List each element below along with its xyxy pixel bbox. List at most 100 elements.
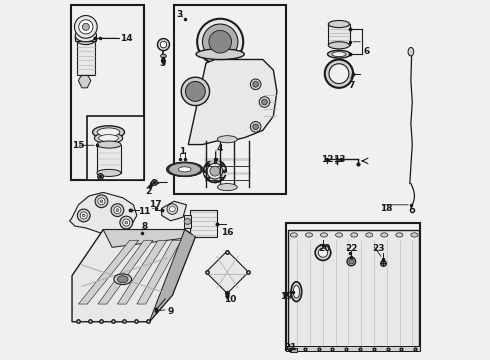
Ellipse shape bbox=[98, 198, 105, 205]
Polygon shape bbox=[149, 230, 196, 322]
Ellipse shape bbox=[253, 81, 258, 87]
Bar bbox=[328, 24, 349, 45]
Text: 2: 2 bbox=[145, 187, 151, 196]
Ellipse shape bbox=[97, 141, 121, 148]
Ellipse shape bbox=[209, 31, 232, 53]
Ellipse shape bbox=[95, 133, 122, 144]
Ellipse shape bbox=[329, 64, 349, 84]
Ellipse shape bbox=[77, 209, 90, 222]
Ellipse shape bbox=[167, 204, 178, 215]
Ellipse shape bbox=[293, 285, 299, 298]
Text: 11: 11 bbox=[138, 207, 150, 216]
Ellipse shape bbox=[328, 21, 349, 28]
Text: 21: 21 bbox=[284, 343, 296, 352]
Text: 1: 1 bbox=[179, 147, 186, 156]
Polygon shape bbox=[98, 240, 153, 304]
Polygon shape bbox=[137, 240, 181, 304]
Ellipse shape bbox=[169, 163, 201, 176]
Ellipse shape bbox=[170, 206, 175, 212]
Bar bbox=[76, 40, 96, 76]
Bar bbox=[179, 10, 280, 191]
Ellipse shape bbox=[381, 233, 388, 237]
Ellipse shape bbox=[332, 52, 346, 57]
Ellipse shape bbox=[291, 233, 297, 237]
Text: 12: 12 bbox=[321, 155, 334, 164]
Bar bbox=[190, 210, 217, 237]
Text: 17: 17 bbox=[149, 199, 162, 208]
Ellipse shape bbox=[169, 163, 201, 176]
Ellipse shape bbox=[118, 276, 128, 283]
Ellipse shape bbox=[168, 163, 202, 176]
Text: 18: 18 bbox=[380, 204, 393, 213]
Text: 3: 3 bbox=[176, 10, 183, 19]
Ellipse shape bbox=[95, 195, 108, 208]
Ellipse shape bbox=[167, 162, 203, 177]
Ellipse shape bbox=[125, 221, 128, 224]
Polygon shape bbox=[118, 240, 167, 304]
Ellipse shape bbox=[408, 48, 414, 56]
Ellipse shape bbox=[218, 136, 237, 143]
Ellipse shape bbox=[349, 259, 354, 264]
Ellipse shape bbox=[97, 128, 120, 136]
Polygon shape bbox=[103, 230, 196, 247]
Ellipse shape bbox=[210, 166, 220, 176]
Ellipse shape bbox=[100, 200, 103, 203]
Text: 19: 19 bbox=[280, 292, 293, 301]
Bar bbox=[75, 35, 97, 41]
Ellipse shape bbox=[82, 214, 85, 217]
Polygon shape bbox=[78, 76, 91, 88]
Ellipse shape bbox=[396, 233, 403, 237]
Ellipse shape bbox=[347, 257, 356, 266]
Ellipse shape bbox=[161, 54, 166, 58]
Ellipse shape bbox=[336, 233, 343, 237]
Bar bbox=[291, 348, 297, 352]
Ellipse shape bbox=[328, 42, 349, 49]
Ellipse shape bbox=[184, 219, 191, 224]
Polygon shape bbox=[206, 251, 248, 293]
Ellipse shape bbox=[114, 274, 132, 284]
Ellipse shape bbox=[120, 216, 133, 229]
Bar bbox=[174, 5, 286, 194]
Ellipse shape bbox=[178, 167, 191, 172]
Ellipse shape bbox=[80, 212, 87, 219]
Polygon shape bbox=[78, 240, 139, 304]
Text: 10: 10 bbox=[224, 294, 237, 303]
Ellipse shape bbox=[325, 59, 353, 88]
Ellipse shape bbox=[318, 248, 328, 257]
Ellipse shape bbox=[160, 41, 167, 48]
Ellipse shape bbox=[116, 209, 119, 212]
Ellipse shape bbox=[197, 19, 243, 65]
Polygon shape bbox=[188, 59, 277, 145]
Ellipse shape bbox=[168, 163, 201, 176]
Ellipse shape bbox=[250, 79, 261, 90]
Polygon shape bbox=[72, 230, 196, 322]
Text: 9: 9 bbox=[167, 307, 173, 316]
Ellipse shape bbox=[291, 282, 302, 302]
Text: 23: 23 bbox=[372, 244, 384, 253]
Ellipse shape bbox=[366, 233, 373, 237]
Text: 4: 4 bbox=[217, 144, 223, 153]
Ellipse shape bbox=[114, 207, 121, 214]
Ellipse shape bbox=[79, 20, 93, 34]
Text: 22: 22 bbox=[345, 244, 357, 253]
Ellipse shape bbox=[196, 49, 245, 59]
Text: 13: 13 bbox=[333, 155, 345, 164]
Bar bbox=[286, 222, 420, 350]
Ellipse shape bbox=[262, 99, 268, 105]
Ellipse shape bbox=[411, 233, 418, 237]
Ellipse shape bbox=[167, 162, 202, 176]
Polygon shape bbox=[162, 201, 187, 221]
Text: 6: 6 bbox=[364, 47, 370, 56]
Ellipse shape bbox=[203, 160, 226, 183]
Text: 20: 20 bbox=[318, 244, 330, 253]
Ellipse shape bbox=[75, 29, 97, 42]
Ellipse shape bbox=[351, 233, 358, 237]
Text: 7: 7 bbox=[348, 81, 355, 90]
Text: 5: 5 bbox=[159, 59, 166, 68]
Ellipse shape bbox=[74, 15, 97, 38]
Ellipse shape bbox=[218, 184, 237, 191]
Bar bbox=[184, 215, 191, 228]
Bar bbox=[87, 116, 144, 180]
Bar bbox=[287, 346, 420, 351]
Text: 16: 16 bbox=[221, 228, 234, 237]
